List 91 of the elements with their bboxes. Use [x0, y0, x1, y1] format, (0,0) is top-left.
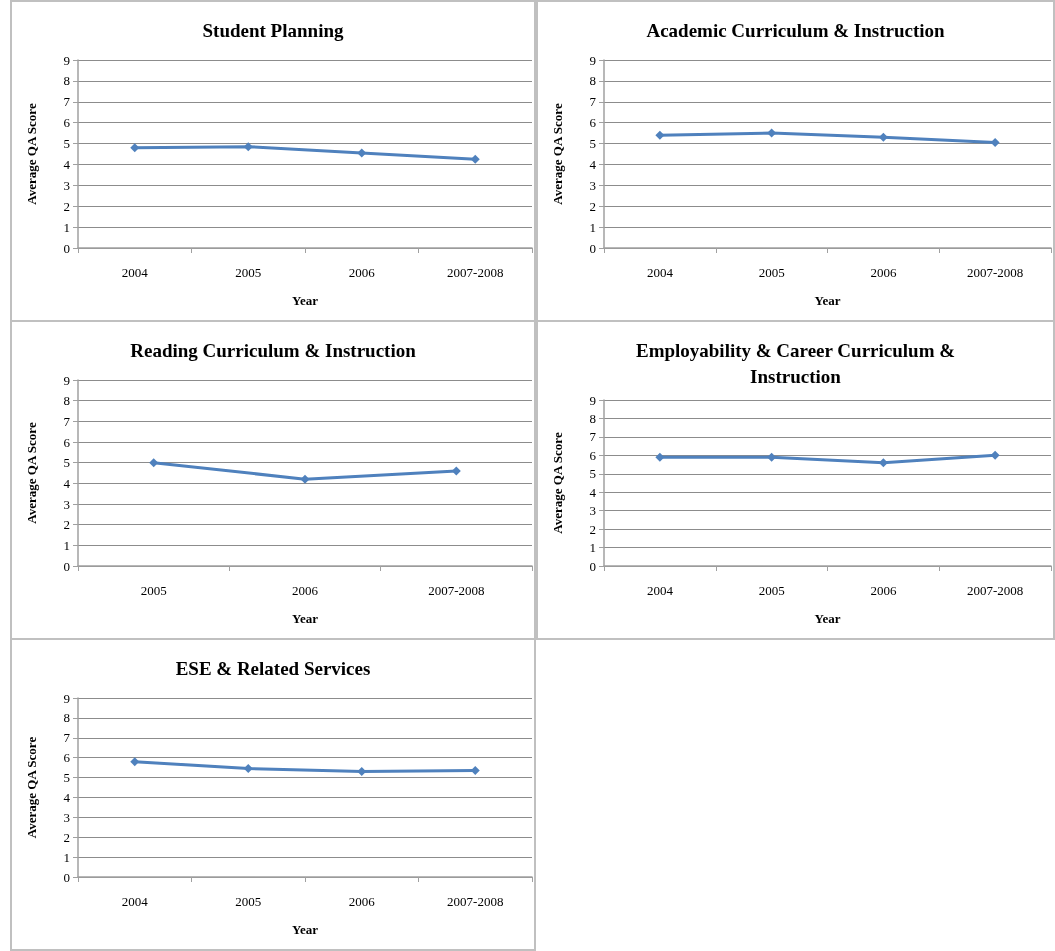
y-tick-label: 5: [63, 136, 70, 152]
y-tick-label: 7: [63, 730, 71, 746]
x-tick-label: 2004: [121, 265, 149, 280]
point: [149, 458, 159, 468]
y-tick-label: 4: [589, 156, 597, 172]
y-tick-label: 9: [63, 372, 70, 388]
y-axis-title: Average QA Score: [24, 422, 39, 524]
y-tick-label: 8: [63, 710, 70, 726]
x-tick-label: 2005: [758, 583, 785, 598]
chart-title: Reading Curriculum & Instruction: [130, 339, 417, 361]
point: [300, 474, 310, 484]
x-tick-label: 2007-2008: [447, 265, 504, 280]
chart-title: Employability & Career Curriculum & Instruction: [635, 339, 956, 387]
y-tick-label: 3: [589, 177, 596, 193]
x-tick-label: 2007-2008: [447, 894, 504, 909]
x-axis-title: Year: [292, 922, 319, 937]
x-tick-label: 2007-2008: [428, 583, 485, 598]
y-tick-label: 5: [63, 455, 70, 471]
y-tick-label: 3: [63, 177, 70, 193]
x-tick-label: 2005: [235, 265, 262, 280]
point: [130, 143, 140, 153]
point: [130, 757, 140, 767]
x-tick-label: 2007-2008: [966, 583, 1024, 598]
y-tick-label: 8: [63, 393, 70, 409]
point: [470, 154, 480, 164]
y-tick-label: 0: [63, 869, 70, 885]
y-tick-label: 3: [589, 503, 596, 519]
x-tick-label: 2006: [870, 265, 897, 280]
y-tick-label: 0: [63, 558, 70, 574]
y-tick-label: 2: [63, 198, 70, 214]
y-axis-title: Average QA Score: [550, 432, 565, 534]
x-tick-label: 2006: [292, 583, 319, 598]
y-axis-title: Average QA Score: [550, 103, 565, 205]
y-tick-label: 1: [589, 540, 596, 556]
y-tick-label: 0: [589, 240, 596, 256]
y-tick-label: 0: [63, 240, 70, 256]
y-tick-label: 2: [63, 829, 70, 845]
point: [243, 764, 253, 774]
x-tick-label: 2006: [348, 265, 376, 280]
y-tick-label: 1: [589, 219, 596, 235]
y-tick-label: 8: [589, 410, 596, 426]
y-tick-label: 5: [589, 466, 596, 482]
x-tick-label: 2007-2008: [966, 265, 1024, 280]
y-axis-title: Average QA Score: [24, 736, 39, 839]
y-tick-label: 1: [63, 849, 70, 865]
y-tick-label: 3: [63, 809, 70, 825]
chart-title: Student Planning: [202, 19, 344, 41]
x-tick-label: 2004: [646, 265, 674, 280]
y-axis-title: Average QA Score: [24, 103, 39, 205]
y-tick-label: 5: [63, 770, 70, 786]
x-tick-label: 2006: [348, 894, 376, 909]
y-tick-label: 0: [589, 558, 596, 574]
x-tick-label: 2005: [235, 894, 262, 909]
x-tick-label: 2005: [140, 583, 167, 598]
y-tick-label: 8: [63, 73, 70, 89]
y-tick-label: 6: [63, 434, 71, 450]
y-tick-label: 4: [63, 156, 71, 172]
x-tick-label: 2004: [121, 894, 149, 909]
chart-title: Academic Curriculum & Instruction: [646, 19, 946, 41]
x-tick-label: 2005: [758, 265, 785, 280]
y-tick-label: 9: [589, 52, 596, 68]
y-tick-label: 9: [63, 52, 70, 68]
y-tick-label: 1: [63, 219, 70, 235]
y-tick-label: 2: [63, 517, 70, 533]
chart-title: ESE & Related Services: [175, 657, 371, 679]
y-tick-label: 6: [589, 115, 597, 131]
y-tick-label: 6: [63, 115, 71, 131]
y-tick-label: 2: [589, 521, 596, 537]
y-tick-label: 5: [589, 136, 596, 152]
y-tick-label: 4: [589, 484, 597, 500]
y-tick-label: 6: [589, 447, 597, 463]
point: [243, 142, 253, 152]
y-tick-label: 6: [63, 750, 71, 766]
y-tick-label: 1: [63, 537, 70, 553]
y-tick-label: 9: [63, 690, 70, 706]
x-tick-label: 2006: [870, 583, 897, 598]
y-tick-label: 4: [63, 475, 71, 491]
x-axis-title: Year: [292, 611, 319, 626]
y-tick-label: 7: [589, 429, 597, 445]
x-axis-title: Year: [814, 611, 841, 626]
x-axis-title: Year: [814, 293, 841, 308]
y-tick-label: 3: [63, 496, 70, 512]
y-tick-label: 4: [63, 789, 71, 805]
y-tick-label: 7: [63, 94, 71, 110]
x-tick-label: 2004: [646, 583, 674, 598]
x-axis-title: Year: [292, 293, 319, 308]
y-tick-label: 9: [589, 392, 596, 408]
y-tick-label: 7: [589, 94, 597, 110]
y-tick-label: 8: [589, 73, 596, 89]
y-tick-label: 2: [589, 198, 596, 214]
y-tick-label: 7: [63, 413, 71, 429]
